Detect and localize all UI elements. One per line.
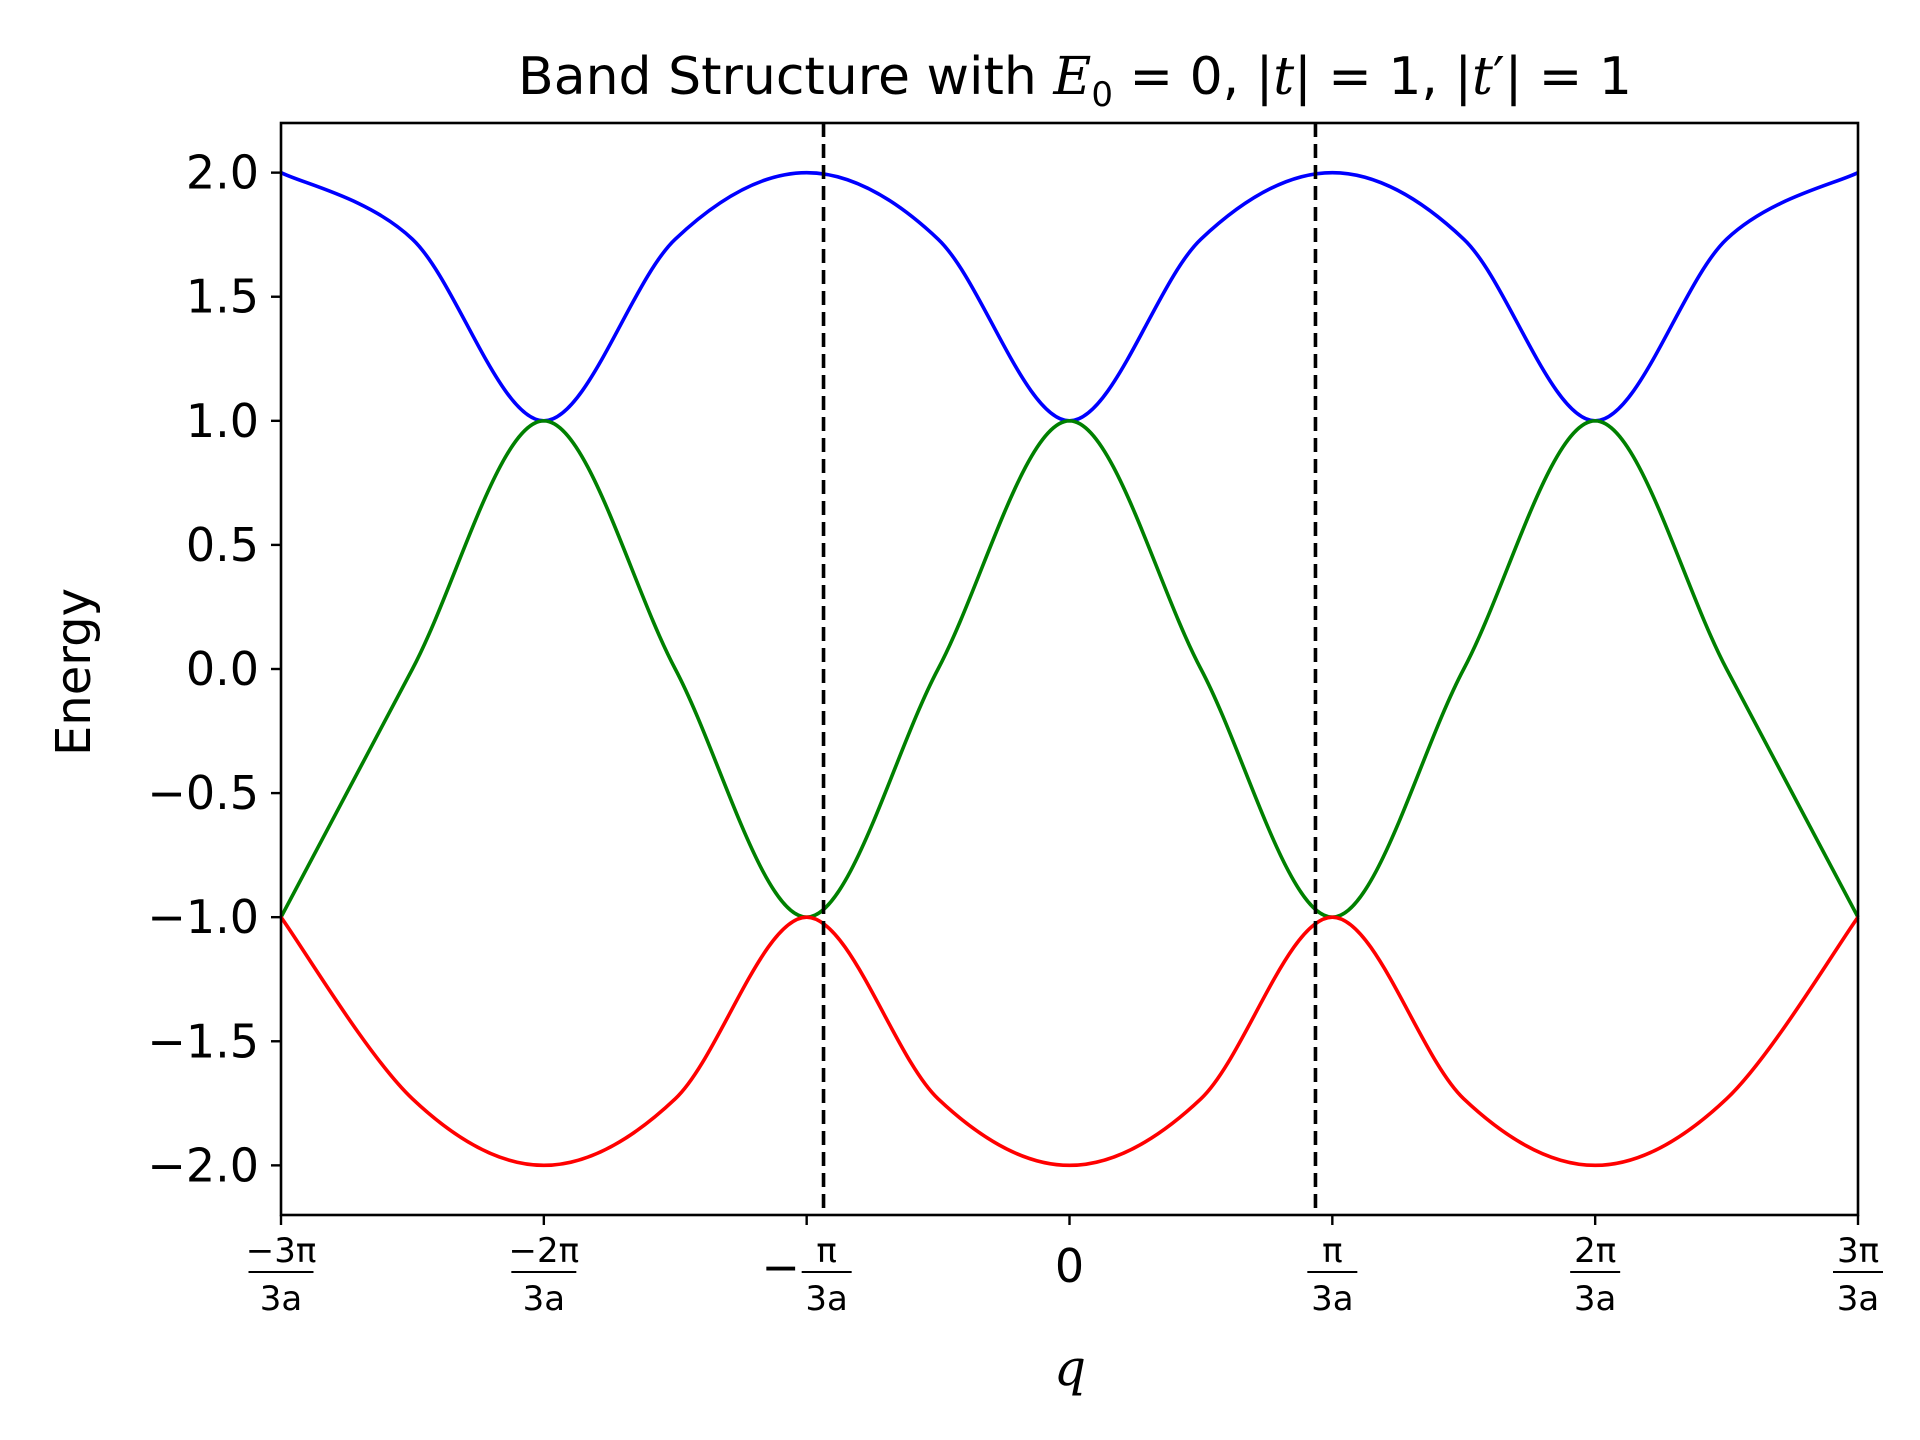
band-line-2 [279, 419, 1860, 919]
x-tick-numerator: 2π [1574, 1231, 1616, 1271]
x-tick-denominator: 3a [1311, 1279, 1353, 1319]
band-line-1 [280, 170, 1859, 423]
y-tick-label: −1.5 [147, 1014, 259, 1068]
x-tick-numerator: π [816, 1231, 836, 1271]
x-tick-denominator: 3a [260, 1279, 302, 1319]
x-axis-label: q [1054, 1339, 1086, 1397]
series-layer [279, 170, 1860, 1168]
x-tick-numerator: 3π [1837, 1231, 1879, 1271]
x-tick-label: 0 [1055, 1239, 1084, 1293]
y-axis: 2.0 1.5 1.0 0.5 0.0 −0.5 −1.0 −1.5 −2.0 [147, 146, 281, 1192]
x-tick-minus: − [761, 1240, 800, 1294]
y-tick-label: −0.5 [147, 766, 259, 820]
y-axis-label: Energy [46, 588, 102, 756]
band-line-3 [279, 915, 1860, 1168]
x-tick-denominator: 3a [1574, 1279, 1616, 1319]
plot-frame [279, 121, 1860, 1217]
x-tick-numerator: −3π [246, 1231, 317, 1271]
y-tick-label: −2.0 [147, 1138, 259, 1192]
y-tick-label: 1.5 [186, 270, 259, 324]
x-tick-numerator: π [1322, 1231, 1342, 1271]
y-tick-label: −1.0 [147, 890, 259, 944]
x-tick-denominator: 3a [1837, 1279, 1879, 1319]
x-tick-denominator: 3a [805, 1279, 847, 1319]
y-tick-label: 2.0 [186, 146, 259, 200]
y-tick-label: 0.5 [186, 518, 259, 572]
chart-title: Band Structure with E0 = 0, |t| = 1, |t′… [518, 47, 1632, 115]
y-tick-label: 1.0 [186, 394, 259, 448]
x-tick-numerator: −2π [509, 1231, 580, 1271]
y-tick-label: 0.0 [186, 642, 259, 696]
vline-layer [821, 123, 1318, 1215]
x-tick-denominator: 3a [523, 1279, 565, 1319]
